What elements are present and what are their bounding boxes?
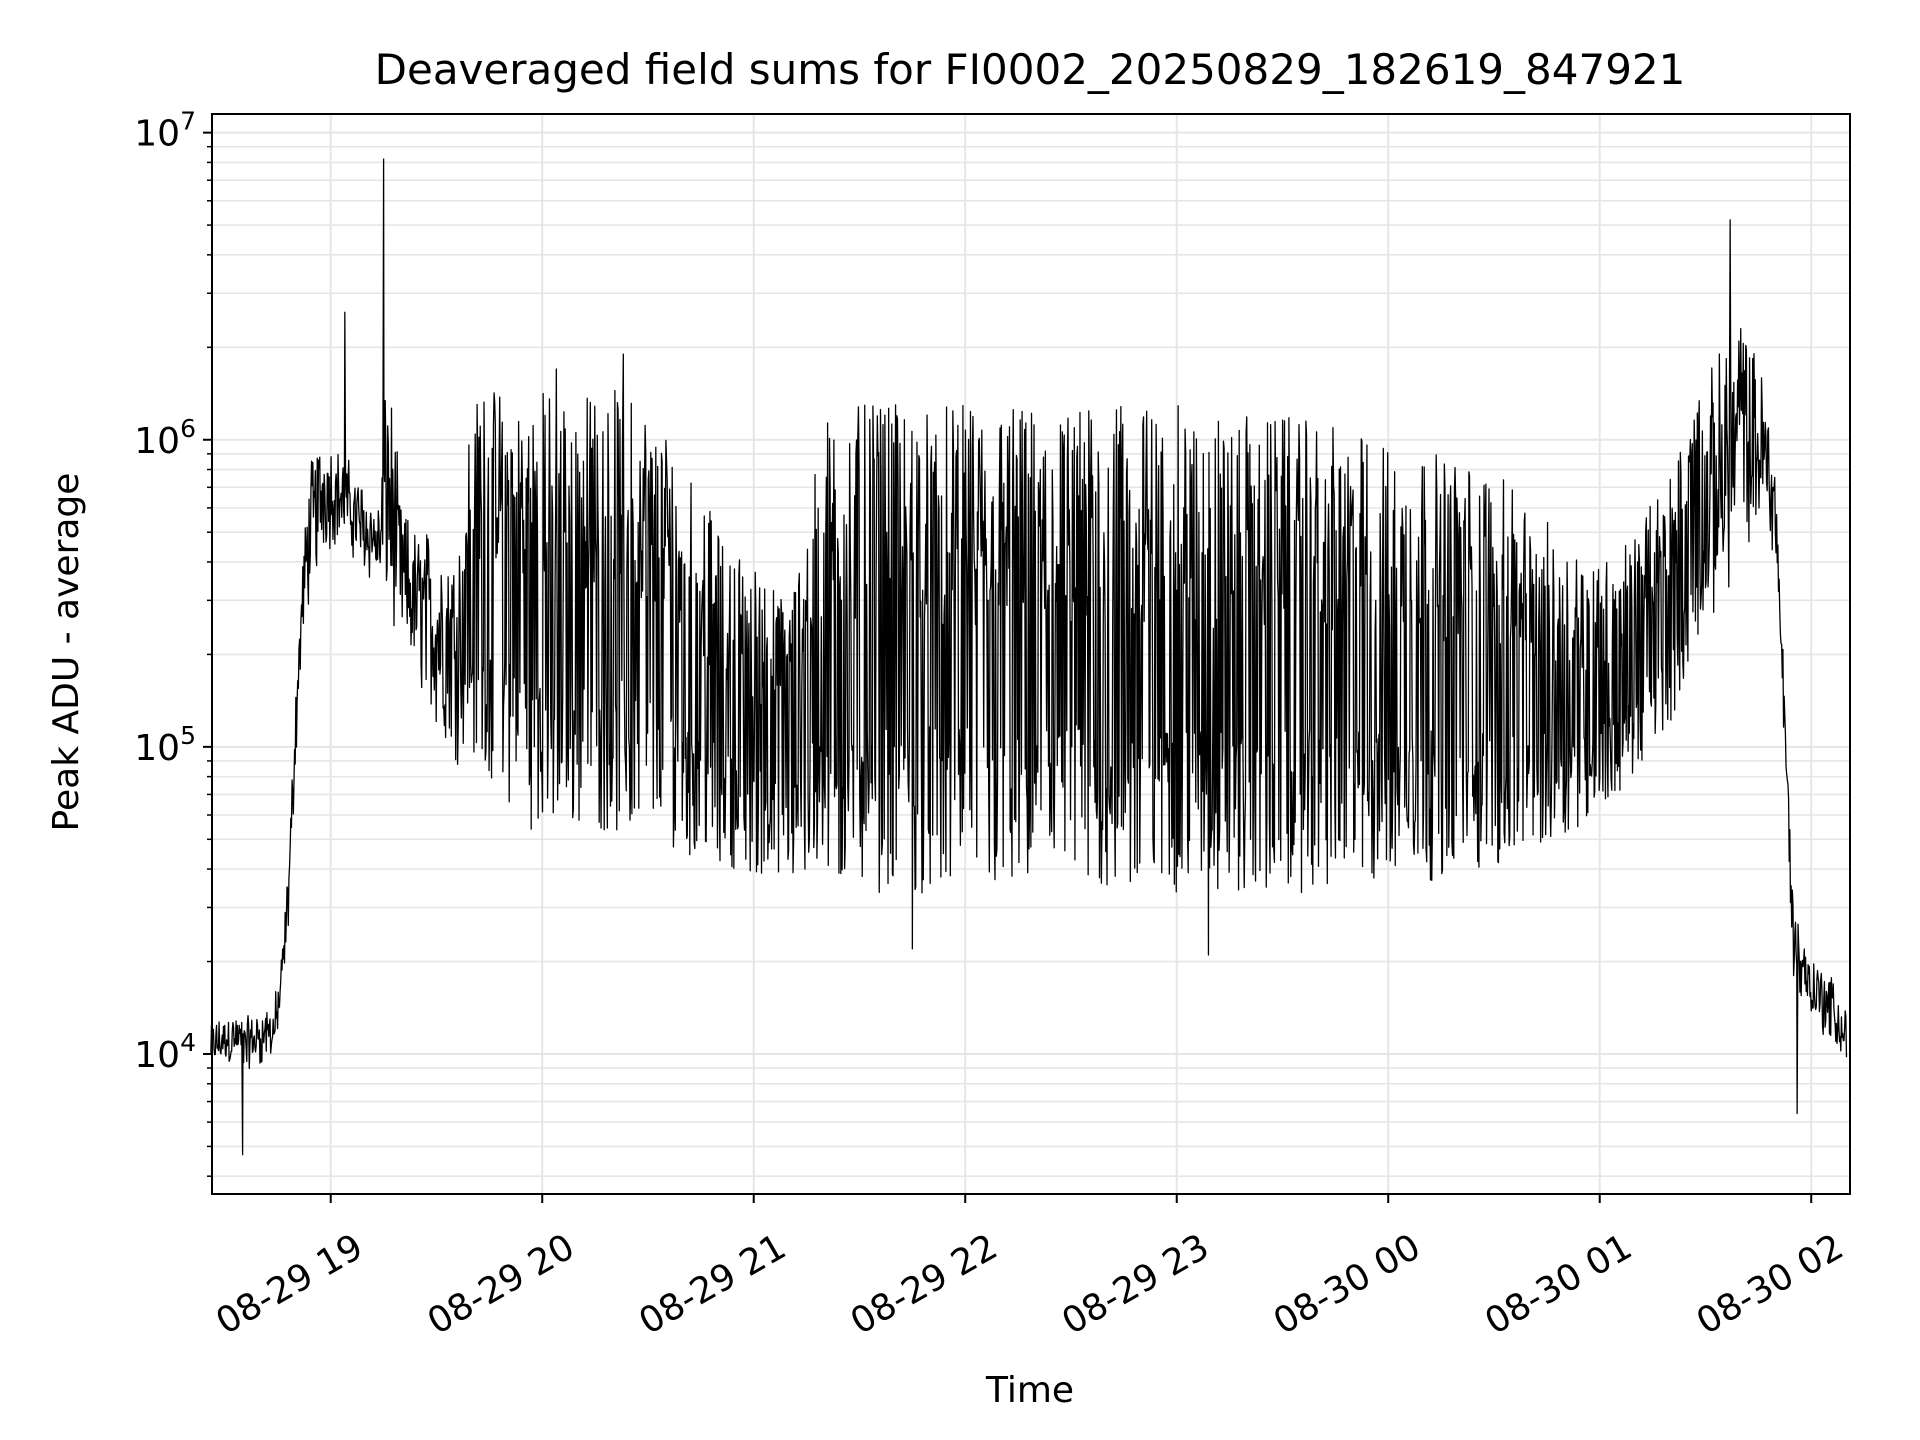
y-tick-base: 10 [134, 1035, 180, 1076]
x-axis-label: Time [985, 1370, 1074, 1411]
y-tick-exponent: 7 [180, 107, 196, 136]
y-tick-exponent: 6 [180, 414, 196, 443]
y-tick-label: 106 [134, 414, 196, 462]
chart-title: Deaveraged field sums for FI0002_2025082… [375, 45, 1686, 94]
y-tick-label: 107 [134, 107, 196, 155]
data-series [210, 158, 1848, 1156]
y-tick-exponent: 5 [180, 721, 196, 750]
y-tick-base: 10 [134, 421, 180, 462]
y-tick-base: 10 [134, 114, 180, 155]
y-tick-base: 10 [134, 728, 180, 769]
y-tick-label: 105 [134, 721, 196, 769]
data-line [210, 158, 1848, 1156]
y-axis-label: Peak ADU - average [46, 473, 87, 832]
y-tick-exponent: 4 [180, 1028, 196, 1057]
y-tick-label: 104 [134, 1028, 196, 1076]
